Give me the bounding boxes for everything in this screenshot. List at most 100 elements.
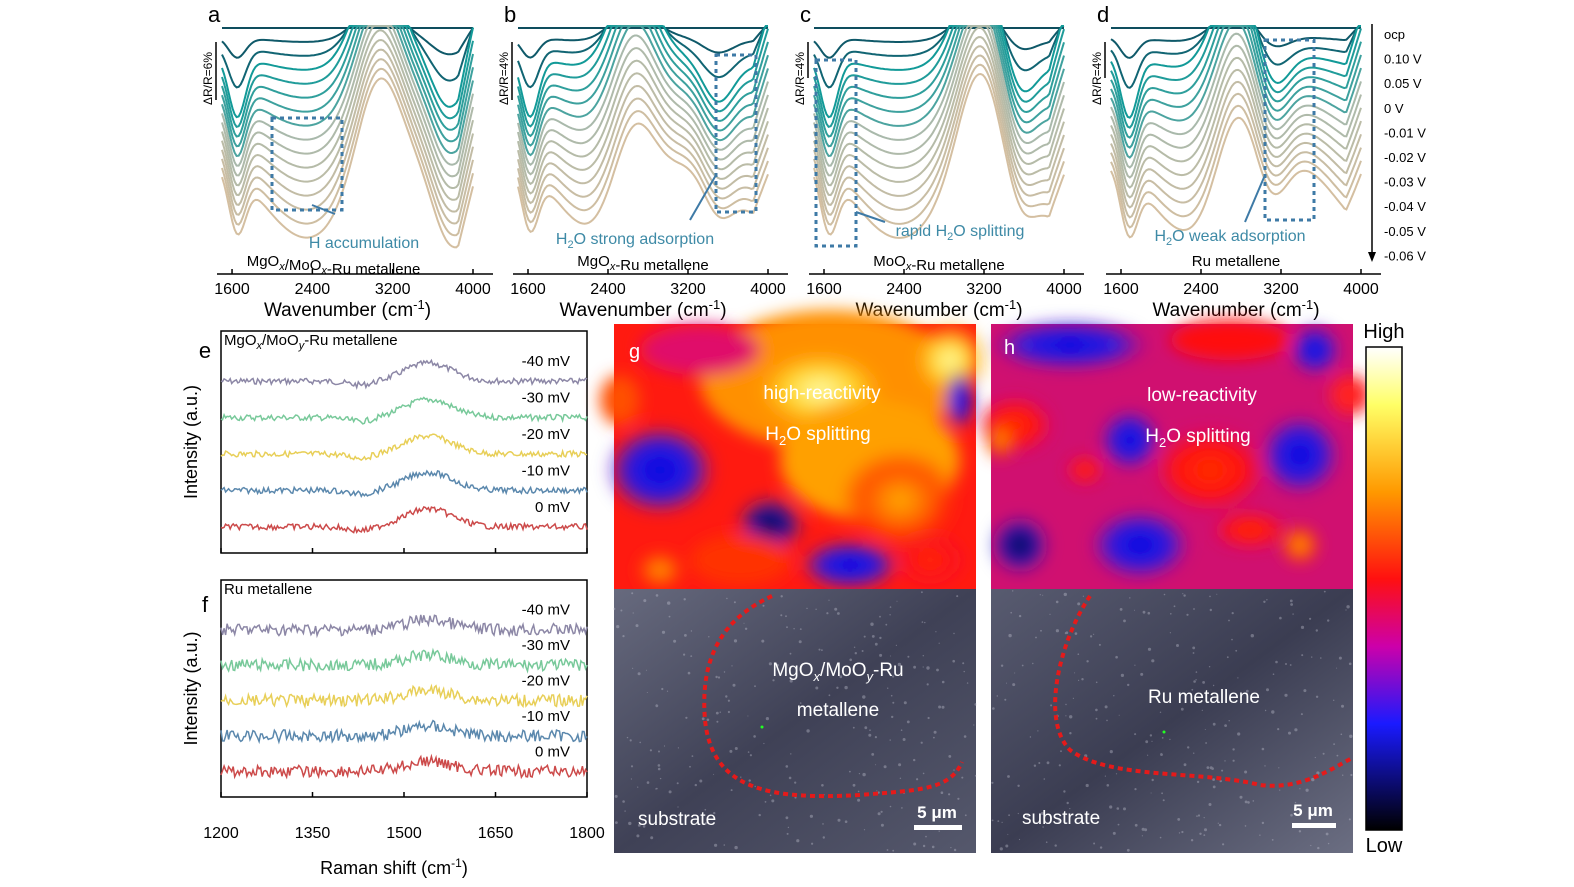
- speckle-dot: [1309, 617, 1312, 620]
- speckle-dot: [747, 751, 750, 753]
- speckle-dot: [890, 694, 893, 697]
- raman-panel-letter: f: [202, 592, 209, 617]
- speckle-dot: [749, 754, 753, 757]
- ir-highlight-box: [714, 53, 758, 214]
- ir-sample-label: Ru metallene: [1192, 253, 1280, 270]
- speckle-dot: [1160, 752, 1162, 755]
- speckle-dot: [1259, 834, 1261, 836]
- speckle-dot: [1144, 828, 1148, 832]
- speckle-dot: [997, 820, 1000, 822]
- speckle-dot: [793, 628, 795, 630]
- speckle-dot: [748, 779, 751, 782]
- ir-tick-label: 2400: [295, 281, 331, 298]
- speckle-dot: [1244, 800, 1248, 804]
- speckle-dot: [1006, 682, 1007, 684]
- speckle-dot: [786, 626, 788, 629]
- ir-curve: [813, 25, 1065, 148]
- speckle-dot: [1305, 788, 1309, 792]
- speckle-dot: [924, 621, 926, 624]
- speckle-dot: [1301, 654, 1304, 657]
- speckle-dot: [875, 764, 877, 766]
- raman-series-label: -30 mV: [522, 637, 570, 654]
- speckle-dot: [646, 781, 650, 784]
- speckle-dot: [1095, 708, 1098, 712]
- ir-annotation-arrow: [855, 211, 886, 223]
- speckle-dot: [753, 735, 756, 738]
- speckle-dot: [818, 648, 821, 651]
- speckle-dot: [1106, 719, 1108, 722]
- speckle-dot: [941, 680, 945, 684]
- speckle-dot: [974, 774, 977, 777]
- speckle-dot: [1077, 653, 1080, 655]
- ir-highlight-box: [270, 116, 344, 212]
- speckle-dot: [874, 642, 878, 646]
- speckle-dot: [1018, 614, 1022, 618]
- colorbar: High Low: [1363, 321, 1404, 857]
- speckle-dot: [1005, 844, 1009, 848]
- speckle-dot: [922, 816, 924, 819]
- ir-tick-label: 1600: [1103, 281, 1139, 298]
- speckle-dot: [913, 665, 916, 669]
- speckle-dot: [966, 682, 969, 684]
- speckle-dot: [852, 726, 855, 729]
- speckle-dot: [1209, 608, 1213, 612]
- speckle-dot: [1237, 732, 1241, 736]
- speckle-dot: [920, 805, 925, 810]
- speckle-dot: [635, 624, 639, 628]
- speckle-dot: [1247, 801, 1250, 804]
- speckle-dot: [637, 786, 639, 788]
- speckle-dot: [704, 822, 708, 825]
- speckle-dot: [1115, 655, 1118, 659]
- speckle-dot: [1069, 715, 1073, 719]
- speckle-dot: [957, 797, 960, 800]
- speckle-dot: [1145, 740, 1149, 744]
- speckle-dot: [1058, 764, 1061, 767]
- ir-curve: [1110, 80, 1362, 209]
- speckle-dot: [927, 716, 930, 720]
- raman-sample-label: Ru metallene: [224, 581, 312, 598]
- speckle-dot: [1311, 656, 1313, 658]
- speckle-dot: [1183, 594, 1186, 597]
- speckle-dot: [1134, 609, 1135, 611]
- speckle-dot: [1204, 828, 1207, 832]
- speckle-dot: [1221, 769, 1224, 772]
- map-g-photo-label2: metallene: [797, 700, 879, 721]
- speckle-dot: [1346, 605, 1350, 609]
- speckle-dot: [922, 844, 926, 848]
- speckle-dot: [940, 791, 944, 794]
- ir-curve: [221, 58, 474, 225]
- speckle-dot: [1278, 767, 1280, 769]
- speckle-dot: [685, 716, 688, 719]
- speckle-dot: [1042, 826, 1044, 828]
- ir-curve: [221, 25, 474, 178]
- speckle-dot: [916, 778, 919, 781]
- speckle-dot: [719, 711, 721, 713]
- speckle-dot: [871, 753, 875, 756]
- speckle-dot: [1232, 759, 1235, 762]
- speckle-dot: [1115, 773, 1118, 775]
- speckle-dot: [1300, 713, 1303, 716]
- speckle-dot: [1123, 619, 1126, 623]
- speckle-dot: [1049, 613, 1051, 615]
- speckle-dot: [1290, 813, 1293, 817]
- speckle-dot: [768, 662, 773, 666]
- speckle-dot: [1298, 830, 1302, 833]
- speckle-dot: [1159, 836, 1162, 839]
- speckle-dot: [907, 655, 910, 658]
- ir-curve: [1110, 68, 1362, 199]
- speckle-dot: [1314, 756, 1316, 759]
- raman-sample-label: MgOx/MoOy-Ru metallene: [224, 332, 398, 352]
- speckle-dot: [933, 730, 937, 734]
- speckle-dot: [1134, 788, 1137, 791]
- speckle-dot: [925, 835, 927, 838]
- speckle-dot: [1042, 594, 1044, 596]
- speckle-dot: [922, 655, 924, 657]
- speckle-dot: [871, 635, 875, 638]
- raman-tick-label: 1650: [478, 825, 514, 842]
- speckle-dot: [903, 701, 907, 705]
- speckle-dot: [1113, 695, 1115, 697]
- speckle-dot: [863, 635, 866, 638]
- speckle-dot: [1161, 737, 1164, 739]
- speckle-dot: [1271, 710, 1275, 714]
- ir-xlabel: Wavenumber (cm-1): [559, 297, 726, 321]
